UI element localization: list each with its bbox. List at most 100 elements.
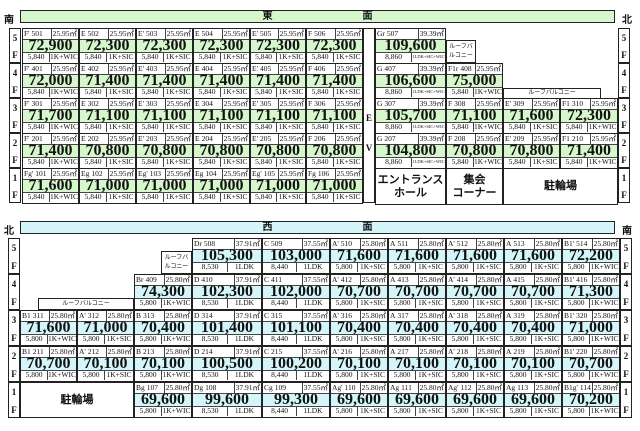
unit-type: F	[308, 99, 313, 108]
unit-cell[interactable]: A 217 25.80㎡ 70,100 5,800 1K+SIC	[388, 346, 446, 382]
unit-layout: 1K+SIC	[475, 370, 502, 379]
unit-cell[interactable]: F 506 25.95㎡ 72,300 5,840 1K+SIC	[306, 28, 363, 64]
unit-cell[interactable]: C 215 37.55㎡ 100,200 8,440 1LDK	[262, 346, 330, 382]
unit-cell[interactable]: A' 318 25.80㎡ 70,400 5,800 1K+SIC	[446, 310, 504, 346]
unit-cell[interactable]: F 406 25.95㎡ 71,400 5,840 1K+SIC	[306, 63, 363, 99]
unit-cell[interactable]: G 207 39.39㎡ 104,800 8,860 1LDK+SIC+WIC	[375, 133, 446, 169]
unit-number: 211	[32, 347, 50, 357]
unit-cell[interactable]: B1' 514 25.80㎡ 72,200 5,800 1K+WIC	[562, 238, 620, 274]
unit-price-per-tsubo: 5,800	[505, 262, 532, 272]
unit-cell[interactable]: A' 218 25.80㎡ 70,100 5,800 1K+SIC	[446, 346, 504, 382]
unit-cell[interactable]: Gr 507 39.39㎡ 109,600 8,860 1LDK+SIC+WIC	[375, 28, 446, 64]
unit-cell[interactable]: C 509 37.55㎡ 103,000 8,440 1LDK	[262, 238, 330, 274]
unit-cell[interactable]: F' 301 25.95㎡ 71,700 5,840 1K+WIC	[22, 98, 79, 134]
unit-cell[interactable]: E' 403 25.95㎡ 71,400 5,840 1K+SIC	[136, 63, 193, 99]
unit-cell[interactable]: F1r 408 25.95㎡ 75,000 5,840 1K+WIC	[446, 63, 503, 99]
unit-cell[interactable]: D 410 37.91㎡ 102,300 8,530 1LDK	[192, 274, 262, 310]
unit-cell[interactable]: F 306 25.95㎡ 71,100 5,840 1K+SIC	[306, 98, 363, 134]
unit-cell[interactable]: E' 303 25.95㎡ 71,100 5,840 1K+SIC	[136, 98, 193, 134]
unit-cell[interactable]: E' 305 25.95㎡ 71,100 5,840 1K+SIC	[250, 98, 306, 134]
unit-cell[interactable]: F' 401 25.95㎡ 72,000 5,840 1K+WIC	[22, 63, 79, 99]
unit-type: G	[377, 134, 383, 143]
unit-cell[interactable]: F 308 25.95㎡ 71,100 5,840 1K+WIC	[446, 98, 503, 134]
unit-label-row: Ag' 112 25.80㎡	[447, 383, 503, 393]
unit-cell[interactable]: E 504 25.95㎡ 72,300 5,840 1K+SIC	[193, 28, 250, 64]
unit-cell[interactable]: E' 209 25.95㎡ 70,800 5,840 1K+SIC	[503, 133, 560, 169]
unit-cell[interactable]: A' 512 25.80㎡ 71,600 5,800 1K+SIC	[446, 238, 504, 274]
unit-cell[interactable]: Cg 109 37.55㎡ 99,300 8,440 1LDK	[262, 382, 330, 418]
unit-cell[interactable]: F1 210 25.95㎡ 71,400 5,840 1K+WIC	[560, 133, 618, 169]
unit-cell[interactable]: E 302 25.95㎡ 71,100 5,840 1K+SIC	[79, 98, 136, 134]
unit-cell[interactable]: G 407 39.39㎡ 106,600 8,860 1LDK+SIC+WIC	[375, 63, 446, 99]
unit-cell[interactable]: Eg 102 25.95㎡ 71,000 5,840 1K+SIC	[79, 168, 136, 204]
unit-area: 25.80㎡	[535, 383, 560, 392]
unit-cell[interactable]: A' 316 25.80㎡ 70,400 5,800 1K+SIC	[330, 310, 388, 346]
unit-cell[interactable]: E' 405 25.95㎡ 71,400 5,840 1K+SIC	[250, 63, 306, 99]
unit-cell[interactable]: A' 414 25.80㎡ 70,700 5,800 1K+SIC	[446, 274, 504, 310]
unit-cell[interactable]: E 402 25.95㎡ 71,400 5,840 1K+SIC	[79, 63, 136, 99]
unit-cell[interactable]: Eg' 105 25.95㎡ 71,000 5,840 1K+SIC	[250, 168, 306, 204]
unit-cell[interactable]: E' 205 25.95㎡ 70,800 5,840 1K+SIC	[250, 133, 306, 169]
unit-cell[interactable]: Eg' 103 25.95㎡ 71,000 5,840 1K+SIC	[136, 168, 193, 204]
unit-cell[interactable]: Ag 113 25.80㎡ 69,600 5,800 1K+SIC	[504, 382, 562, 418]
unit-cell[interactable]: C 315 37.55㎡ 101,100 8,440 1LDK	[262, 310, 330, 346]
unit-cell[interactable]: A 319 25.80㎡ 70,400 5,800 1K+SIC	[504, 310, 562, 346]
unit-cell[interactable]: Br 409 25.80㎡ 74,300 5,800 1K+WIC	[134, 274, 192, 310]
unit-cell[interactable]: B1' 416 25.80㎡ 71,300 5,800 1K+WIC	[562, 274, 620, 310]
unit-label-row: B 213 25.80㎡	[135, 347, 191, 357]
unit-cell[interactable]: A 513 25.80㎡ 71,600 5,800 1K+SIC	[504, 238, 562, 274]
unit-cell[interactable]: F 206 25.95㎡ 70,800 5,840 1K+SIC	[306, 133, 363, 169]
unit-cell[interactable]: E 404 25.95㎡ 71,400 5,840 1K+SIC	[193, 63, 250, 99]
unit-cell[interactable]: A' 510 25.80㎡ 71,600 5,800 1K+SIC	[330, 238, 388, 274]
unit-cell[interactable]: B1' 320 25.80㎡ 71,000 5,800 1K+WIC	[562, 310, 620, 346]
unit-cell[interactable]: F' 501 25.95㎡ 72,900 5,840 1K+WIC	[22, 28, 79, 64]
unit-cell[interactable]: Dg 108 37.91㎡ 99,600 8,530 1LDK	[192, 382, 262, 418]
unit-cell[interactable]: E' 309 25.95㎡ 71,600 5,840 1K+SIC	[503, 98, 560, 134]
unit-cell[interactable]: F 208 25.95㎡ 70,800 5,840 1K+WIC	[446, 133, 503, 169]
unit-cell[interactable]: A' 212 25.80㎡ 70,100 5,800 1K+SIC	[77, 346, 134, 382]
unit-layout: 1K+SIC	[533, 406, 560, 415]
unit-cell[interactable]: Ag 111 25.80㎡ 69,600 5,800 1K+SIC	[388, 382, 446, 418]
unit-cell[interactable]: D 314 37.91㎡ 101,400 8,530 1LDK	[192, 310, 262, 346]
unit-price-per-tsubo: 5,840	[80, 192, 107, 202]
unit-cell[interactable]: A 413 25.80㎡ 70,700 5,800 1K+SIC	[388, 274, 446, 310]
unit-cell[interactable]: B1' 220 25.80㎡ 70,700 5,800 1K+WIC	[562, 346, 620, 382]
unit-area: 25.95㎡	[166, 169, 191, 178]
unit-price: 70,800	[251, 143, 305, 159]
unit-cell[interactable]: A 511 25.80㎡ 71,600 5,800 1K+SIC	[388, 238, 446, 274]
unit-cell[interactable]: E 202 25.95㎡ 70,800 5,840 1K+SIC	[79, 133, 136, 169]
unit-cell[interactable]: E' 505 25.95㎡ 72,300 5,840 1K+SIC	[250, 28, 306, 64]
unit-cell[interactable]: A' 312 25.80㎡ 71,000 5,800 1K+SIC	[77, 310, 134, 346]
unit-cell[interactable]: A' 412 25.80㎡ 70,700 5,800 1K+SIC	[330, 274, 388, 310]
unit-cell[interactable]: E' 203 25.95㎡ 70,800 5,840 1K+SIC	[136, 133, 193, 169]
floor-suffix: F	[12, 155, 18, 165]
unit-cell[interactable]: Ag' 112 25.80㎡ 69,600 5,800 1K+SIC	[446, 382, 504, 418]
unit-cell[interactable]: Eg 104 25.95㎡ 71,000 5,840 1K+SIC	[193, 168, 250, 204]
unit-cell[interactable]: E 502 25.95㎡ 72,300 5,840 1K+SIC	[79, 28, 136, 64]
unit-cell[interactable]: A 219 25.80㎡ 70,100 5,800 1K+SIC	[504, 346, 562, 382]
unit-cell[interactable]: Bg 107 25.80㎡ 69,600 5,800 1K+WIC	[134, 382, 192, 418]
unit-cell[interactable]: Ag' 110 25.80㎡ 69,600 5,800 1K+SIC	[330, 382, 388, 418]
unit-cell[interactable]: Dr 508 37.91㎡ 105,300 8,530 1LDK	[192, 238, 262, 274]
unit-cell[interactable]: A' 216 25.80㎡ 70,100 5,800 1K+SIC	[330, 346, 388, 382]
unit-cell[interactable]: E 204 25.95㎡ 70,800 5,840 1K+SIC	[193, 133, 250, 169]
unit-cell[interactable]: C 411 37.55㎡ 102,000 8,440 1LDK	[262, 274, 330, 310]
unit-cell[interactable]: B 313 25.80㎡ 70,400 5,800 1K+WIC	[134, 310, 192, 346]
unit-price: 71,600	[23, 178, 78, 194]
unit-cell[interactable]: B 213 25.80㎡ 70,100 5,800 1K+WIC	[134, 346, 192, 382]
unit-cell[interactable]: E' 503 25.95㎡ 72,300 5,840 1K+SIC	[136, 28, 193, 64]
unit-cell[interactable]: D 214 37.91㎡ 100,500 8,530 1LDK	[192, 346, 262, 382]
unit-cell[interactable]: B1 311 25.80㎡ 71,600 5,800 1K+WIC	[20, 310, 77, 346]
unit-cell[interactable]: B1 211 25.80㎡ 70,700 5,800 1K+WIC	[20, 346, 77, 382]
unit-cell[interactable]: F' 201 25.95㎡ 71,400 5,840 1K+WIC	[22, 133, 79, 169]
unit-cell[interactable]: B1g' 114 25.80㎡ 70,200 5,800 1K+WIC	[562, 382, 620, 418]
unit-cell[interactable]: A 317 25.80㎡ 70,400 5,800 1K+SIC	[388, 310, 446, 346]
unit-layout: 1LDK	[234, 370, 255, 379]
unit-cell[interactable]: E 304 25.95㎡ 71,100 5,840 1K+SIC	[193, 98, 250, 134]
unit-cell[interactable]: Fg 106 25.95㎡ 71,000 5,840 1K+SIC	[306, 168, 363, 204]
unit-cell[interactable]: Fg' 101 25.95㎡ 71,600 5,840 1K+WIC	[22, 168, 79, 204]
unit-cell[interactable]: A 415 25.80㎡ 70,700 5,800 1K+SIC	[504, 274, 562, 310]
unit-cell[interactable]: G 307 39.39㎡ 105,700 8,860 1LDK+SIC+WIC	[375, 98, 446, 134]
unit-cell[interactable]: F1 310 25.95㎡ 72,300 5,840 1K+WIC	[560, 98, 618, 134]
